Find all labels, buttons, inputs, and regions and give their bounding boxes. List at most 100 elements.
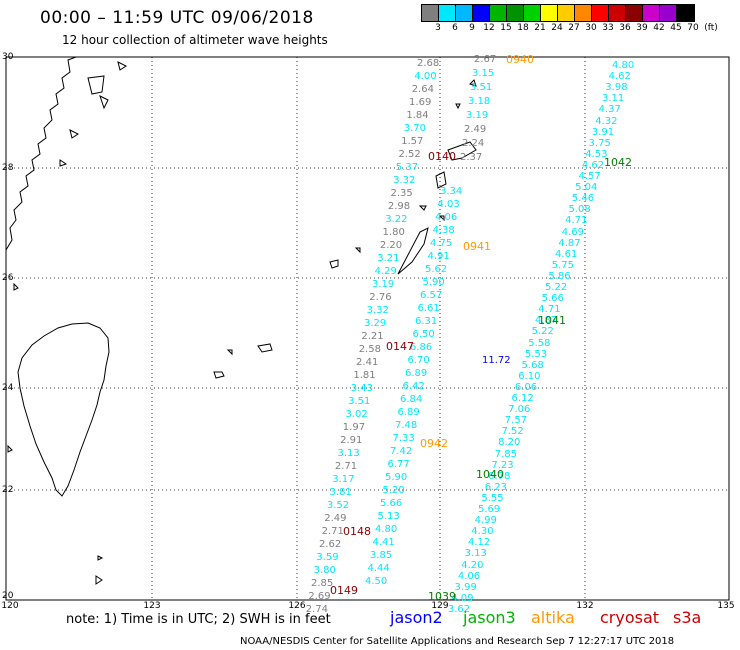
wave-height-value: 8.20 (498, 437, 521, 449)
wave-height-value: 6.42 (402, 381, 425, 392)
wave-height-value: 4.00 (414, 71, 437, 82)
wave-height-value: 1.84 (406, 110, 429, 121)
wave-height-value: 2.35 (390, 188, 413, 199)
coastlines (5, 56, 477, 585)
wave-height-value: 4.57 (578, 171, 601, 182)
wave-height-value: 3.59 (316, 552, 339, 563)
mission-jason2: jason2 (390, 608, 443, 627)
credit-footer: NOAA/NESDIS Center for Satellite Applica… (240, 636, 675, 647)
wave-height-value: 3.19 (371, 279, 395, 290)
lat-label-26: 26 (2, 273, 14, 283)
colorbar-swatch (524, 5, 541, 21)
mission-altika: altika (531, 608, 575, 627)
wave-height-value: 7.06 (508, 404, 531, 416)
wave-height-value: 2.49 (324, 513, 347, 524)
wave-height-value: 5.75 (551, 259, 574, 271)
wave-height-value: 6.89 (397, 407, 420, 418)
units-note: note: 1) Time is in UTC; 2) SWH is in fe… (66, 612, 331, 627)
wave-height-value: 4.41 (372, 537, 395, 548)
pass-time-label: 0940 (506, 53, 534, 66)
wave-height-value: 5.22 (531, 326, 554, 338)
wave-height-value: 6.89 (405, 368, 428, 379)
wave-height-value: 4.87 (558, 237, 581, 249)
wave-height-value: 5.04 (575, 182, 598, 194)
colorbar-label: 15 (500, 23, 512, 33)
colorbar-swatch (439, 5, 456, 21)
colorbar-swatch (422, 5, 439, 21)
pass-time-label: 1040 (476, 468, 504, 481)
wave-height-value: 4.61 (555, 248, 578, 260)
wave-height-value: 4.53 (585, 148, 608, 160)
wave-height-value: 7.48 (395, 420, 418, 431)
wave-height-value: 6.77 (387, 459, 410, 470)
wave-height-value: 4.06 (435, 212, 458, 223)
wave-height-value: 4.75 (430, 238, 453, 249)
wave-height-value: 3.32 (393, 175, 416, 186)
wave-height-value: 6.84 (400, 394, 423, 405)
colorbar-label: 33 (602, 23, 614, 33)
map-frame (5, 56, 730, 601)
colorbar-swatch (456, 5, 473, 21)
wave-height-value: 3.75 (588, 137, 611, 149)
colorbar-swatch (626, 5, 643, 21)
wave-height-value: 4.09 (451, 592, 474, 604)
colorbar-label: 24 (551, 23, 563, 33)
wave-height-value: 4.71 (538, 304, 561, 316)
wave-height-value: 4.50 (365, 576, 388, 587)
colorbar-label: 27 (568, 23, 580, 33)
wave-height-value: 1.97 (342, 422, 366, 433)
wave-height-value: 6.50 (412, 329, 435, 340)
wave-height-value: 1.69 (409, 97, 432, 108)
wave-height-value: 2.64 (411, 84, 434, 95)
colorbar-label: 21 (534, 23, 546, 33)
wave-height-value: 3.13 (337, 448, 360, 459)
wave-height-value: 6.61 (417, 303, 440, 314)
wave-height-value: 2.71 (334, 461, 358, 472)
wave-height-value: 2.91 (340, 435, 363, 446)
wave-height-value: 3.51 (348, 396, 371, 407)
lat-label-24: 24 (2, 383, 14, 393)
lon-label-126: 126 (288, 601, 306, 611)
wave-height-value: 5.53 (524, 348, 548, 360)
wave-height-value: 5.90 (422, 277, 445, 288)
colorbar-swatch (541, 5, 558, 21)
colorbar-swatch (660, 5, 677, 21)
mission-s3a: s3a (673, 608, 702, 627)
wave-height-value: 3.18 (468, 96, 491, 107)
wave-height-value: 4.12 (467, 537, 491, 549)
wave-height-value: 3.19 (466, 110, 489, 121)
lon-label-123: 123 (143, 601, 161, 611)
wave-height-value: 7.85 (494, 448, 518, 460)
wave-height-value: 2.20 (379, 240, 403, 251)
wave-height-value: 3.98 (605, 82, 628, 94)
wave-height-value: 4.29 (374, 266, 397, 277)
wave-height-value: 4.62 (608, 71, 631, 83)
lat-label-20: 20 (2, 591, 14, 601)
wave-height-value: 3.81 (329, 487, 352, 498)
colorbar-label: 70 (687, 23, 699, 33)
lon-label-132: 132 (576, 601, 594, 611)
pass-time-label: 1042 (604, 156, 632, 169)
pass-time-label: 0140 (428, 150, 456, 163)
wave-height-value: 5.55 (481, 492, 504, 504)
wave-height-value: 1.57 (401, 136, 424, 147)
wave-height-value: 4.99 (474, 515, 497, 527)
wave-height-value: 4.38 (432, 225, 455, 236)
wave-height-value: 3.29 (364, 318, 387, 329)
wave-height-value: 4.69 (561, 226, 585, 238)
wave-height-value: 2.49 (464, 124, 487, 135)
wave-height-value: 3.34 (440, 186, 463, 197)
pass-time-label: 0149 (330, 584, 358, 597)
wave-height-value: 1.81 (353, 370, 376, 381)
wave-height-value: 6.70 (407, 355, 430, 366)
wave-height-value: 4.03 (437, 199, 460, 210)
wave-height-value: 4.80 (375, 524, 398, 535)
graticule (6, 57, 729, 600)
wave-height-value: 3.99 (454, 581, 477, 593)
wave-height-value: 3.52 (326, 500, 350, 511)
map-subtitle: 12 hour collection of altimeter wave hei… (62, 33, 328, 47)
wave-height-value: 2.85 (311, 578, 334, 589)
wave-height-value: 5.86 (548, 270, 571, 282)
lon-label-120: 120 (1, 601, 19, 611)
